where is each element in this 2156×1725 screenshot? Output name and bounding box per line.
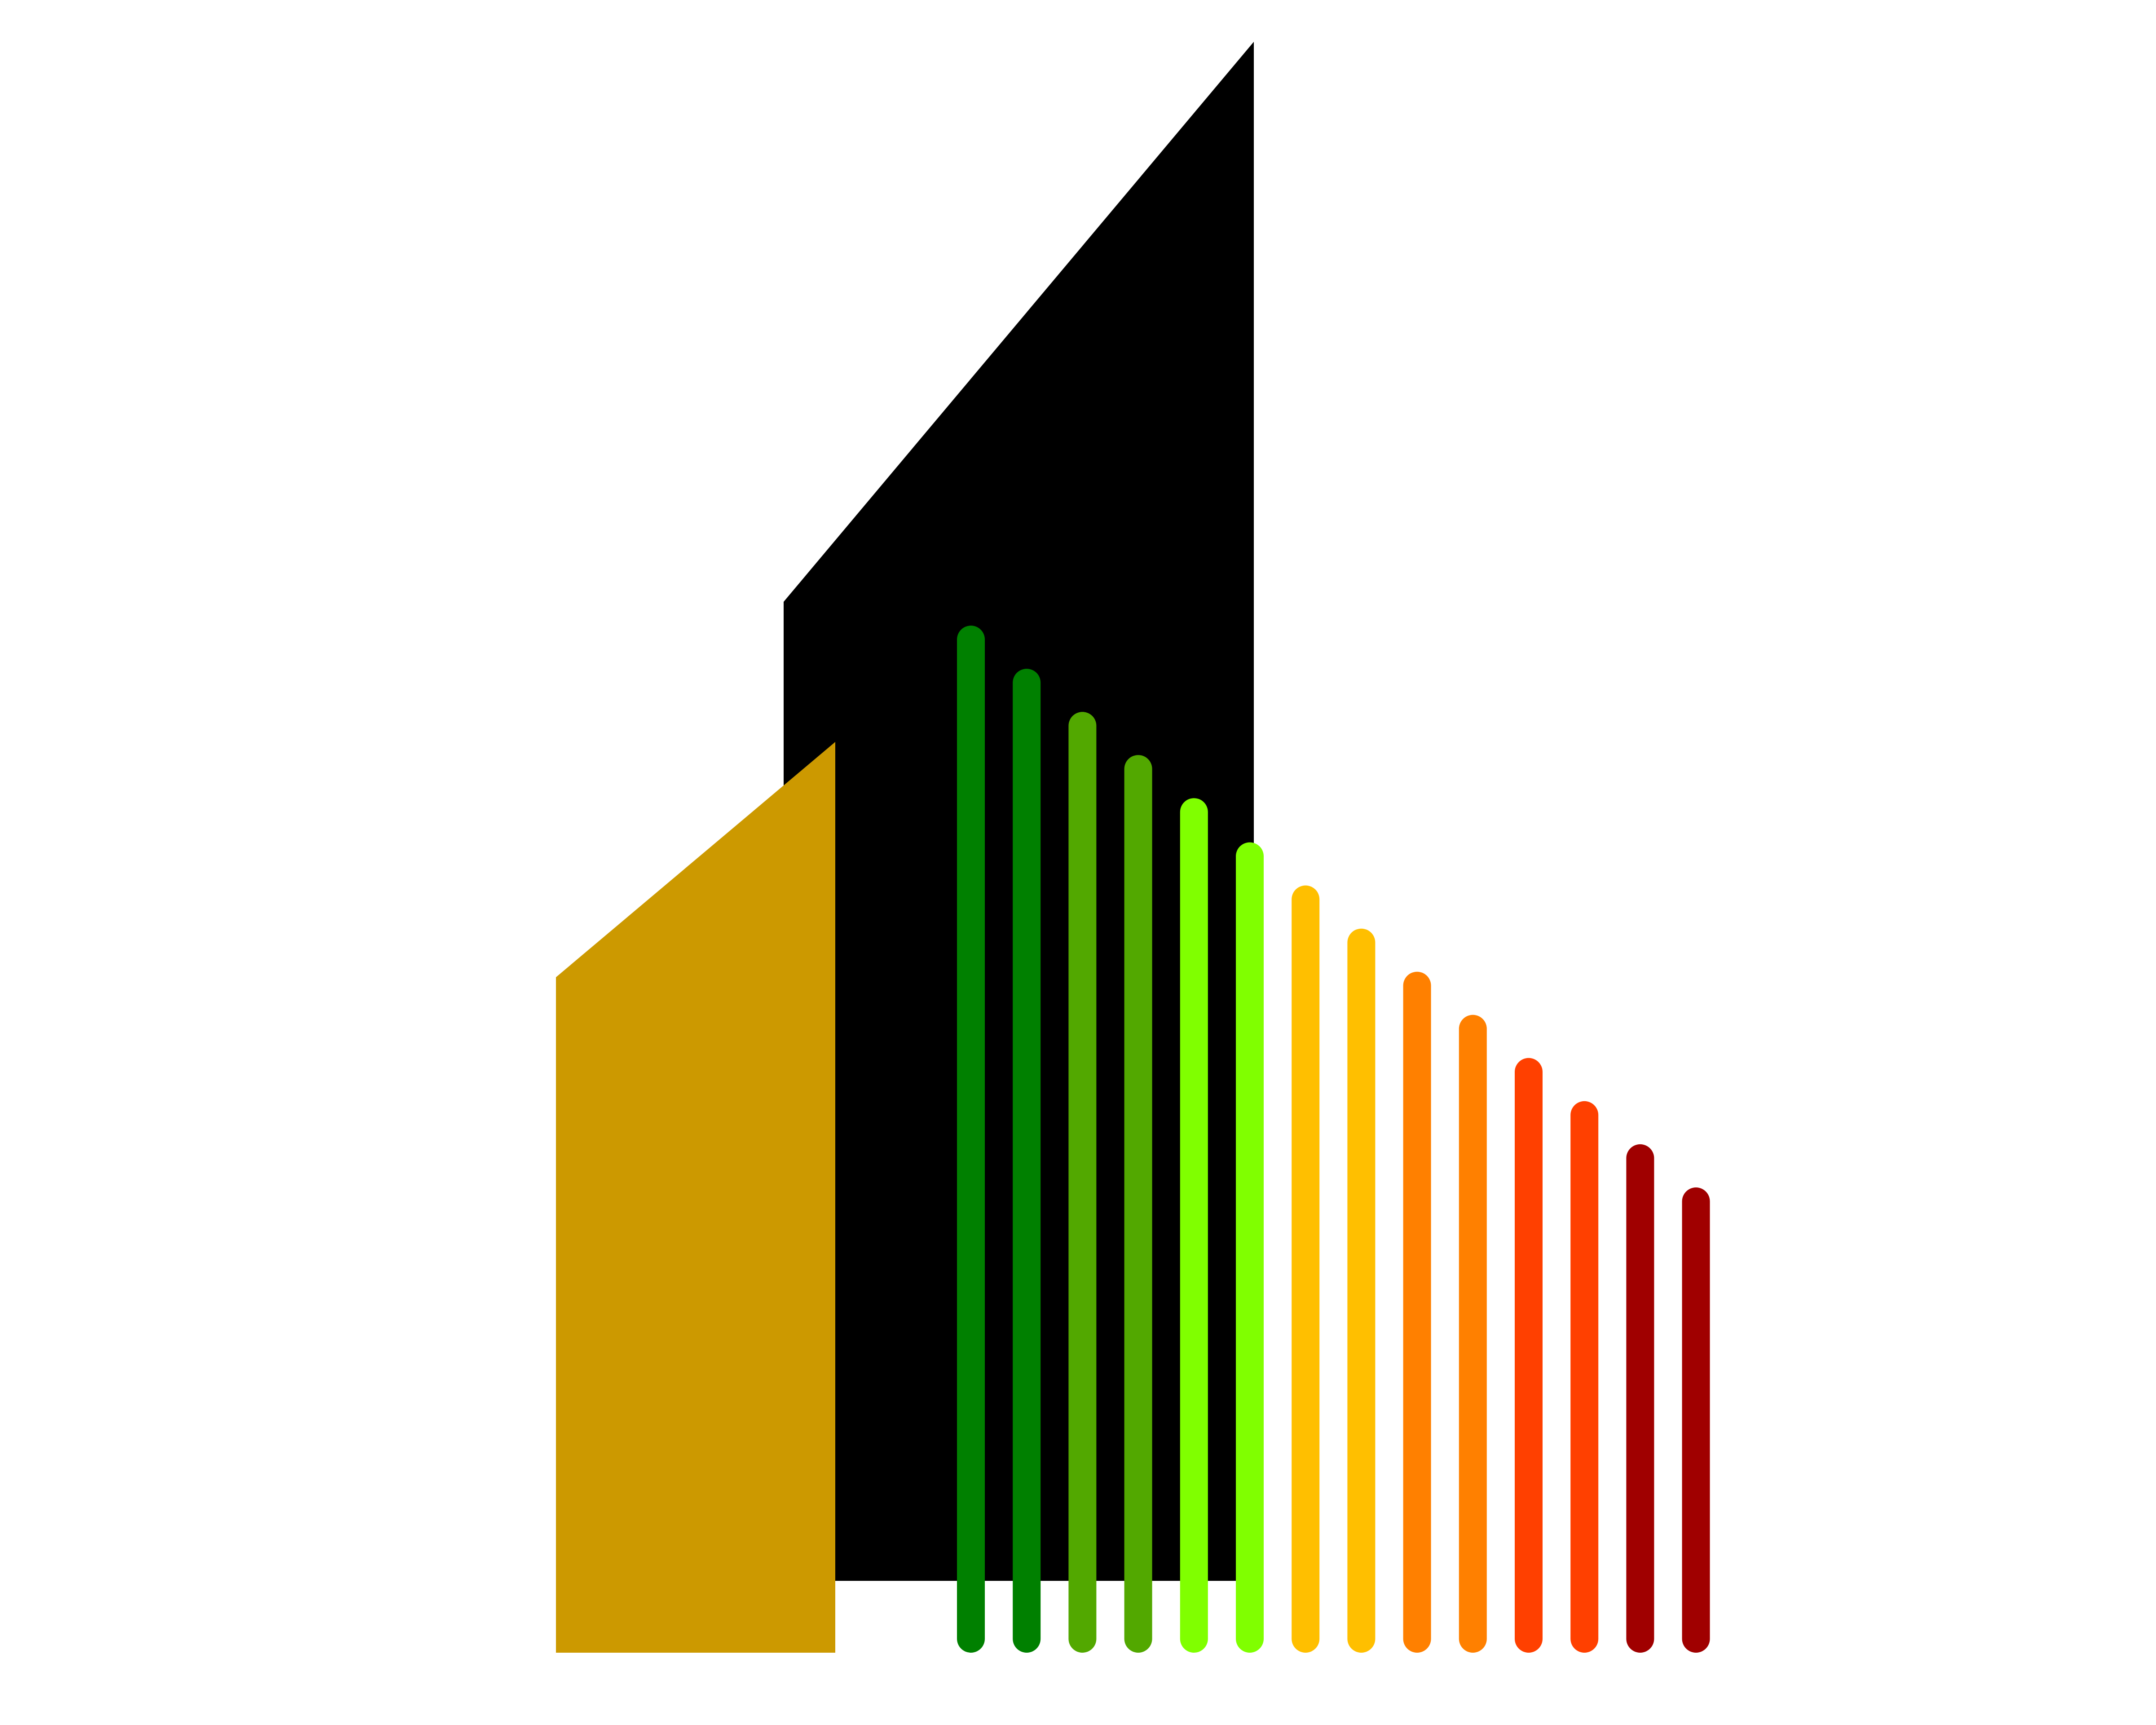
- energy-bar-6: [1236, 842, 1264, 1653]
- energy-bar-8: [1347, 928, 1376, 1653]
- energy-bar-2: [1013, 669, 1041, 1653]
- energy-rating-bars: [957, 626, 1710, 1653]
- energy-bar-13: [1626, 1144, 1654, 1653]
- energy-bar-5: [1180, 798, 1208, 1653]
- energy-bar-10: [1459, 1015, 1487, 1653]
- energy-bar-11: [1515, 1058, 1543, 1653]
- energy-bar-4: [1124, 755, 1152, 1653]
- energy-bar-9: [1403, 971, 1431, 1653]
- energy-bar-7: [1292, 885, 1320, 1653]
- energy-bar-1: [957, 626, 985, 1653]
- energy-bar-14: [1682, 1187, 1710, 1653]
- energy-bar-12: [1570, 1101, 1599, 1653]
- short-building-shape: [556, 742, 835, 1653]
- energy-bar-3: [1068, 712, 1097, 1653]
